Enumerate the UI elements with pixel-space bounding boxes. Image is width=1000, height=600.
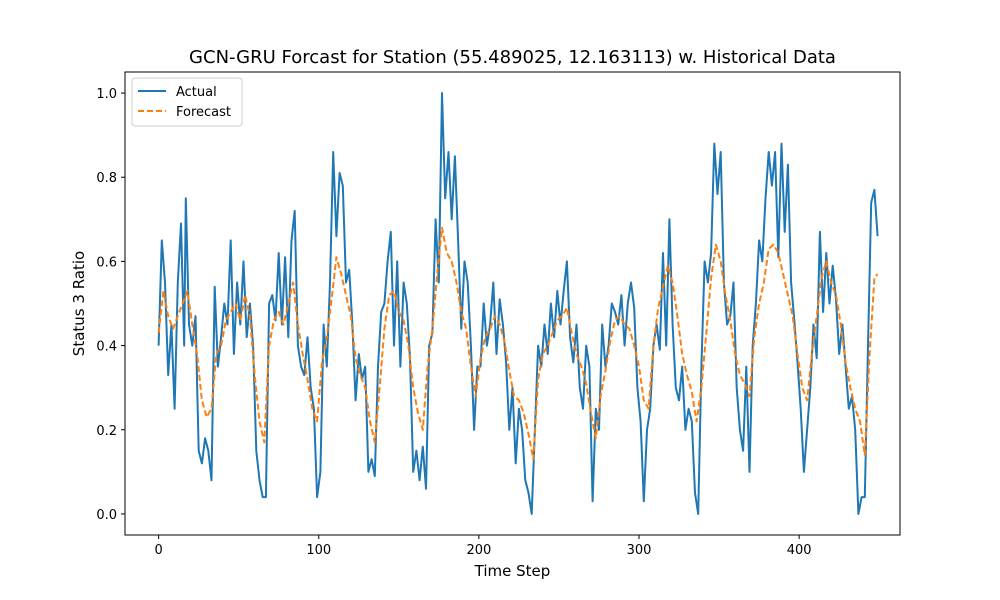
plot-area-frame [124, 71, 901, 536]
x-axis-ticks: 0 100 200 300 400 [154, 535, 812, 558]
series-line-forecast [157, 226, 879, 461]
y-tick-label: 0.6 [96, 255, 117, 270]
x-tick-label: 0 [154, 543, 162, 558]
y-tick-label: 0.2 [96, 424, 117, 439]
x-tick-label: 200 [466, 543, 491, 558]
legend-label-actual: Actual [176, 85, 217, 100]
series-layer [157, 92, 879, 515]
legend: Actual Forecast [131, 77, 243, 127]
x-axis-title: Time Step [474, 562, 551, 580]
y-tick-label: 0.8 [96, 171, 117, 186]
y-tick-label: 0.4 [96, 340, 117, 355]
x-tick-label: 100 [306, 543, 331, 558]
y-axis-ticks: 0.0 0.2 0.4 0.6 0.8 1.0 [96, 87, 125, 523]
legend-label-forecast: Forecast [176, 105, 231, 120]
y-tick-label: 0.0 [96, 508, 117, 523]
series-line-actual [157, 92, 879, 515]
x-tick-label: 400 [787, 543, 812, 558]
y-axis-title: Status 3 Ratio [70, 251, 88, 356]
chart-title: GCN-GRU Forcast for Station (55.489025, … [189, 47, 836, 68]
x-tick-label: 300 [627, 543, 652, 558]
y-tick-label: 1.0 [96, 87, 117, 102]
